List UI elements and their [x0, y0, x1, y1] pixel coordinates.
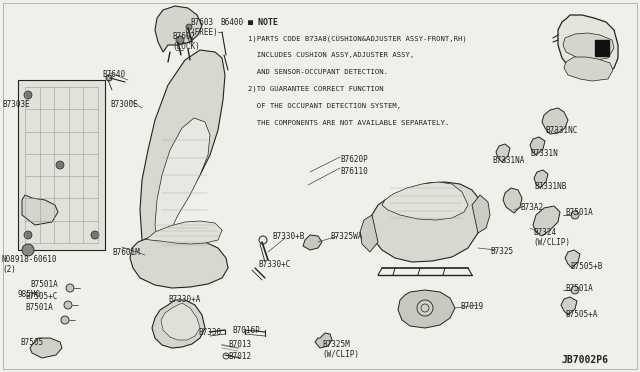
Polygon shape: [382, 182, 468, 220]
Polygon shape: [30, 338, 62, 358]
Circle shape: [417, 300, 433, 316]
Polygon shape: [533, 206, 560, 236]
Text: B7331NC: B7331NC: [545, 126, 577, 135]
Text: B7505: B7505: [20, 338, 43, 347]
Polygon shape: [561, 297, 577, 315]
Bar: [595, 40, 609, 56]
Polygon shape: [18, 80, 105, 250]
Text: B7501A: B7501A: [565, 208, 593, 217]
Text: B7501A: B7501A: [30, 280, 58, 289]
Polygon shape: [503, 188, 522, 213]
Polygon shape: [303, 235, 322, 250]
Text: JB7002P6: JB7002P6: [562, 355, 609, 365]
Polygon shape: [542, 108, 568, 134]
Text: B73A2: B73A2: [520, 203, 543, 212]
Text: B7012: B7012: [228, 352, 251, 361]
Text: B7019: B7019: [460, 302, 483, 311]
Text: B76110: B76110: [340, 167, 368, 176]
Polygon shape: [161, 303, 200, 340]
Text: OF THE OCCUPANT DETECTION SYSTEM,: OF THE OCCUPANT DETECTION SYSTEM,: [248, 103, 401, 109]
Circle shape: [571, 211, 579, 219]
Text: B7603
(FREE): B7603 (FREE): [190, 18, 218, 38]
Text: N08918-60610
(2): N08918-60610 (2): [2, 255, 58, 275]
Text: B7601M: B7601M: [112, 248, 140, 257]
Polygon shape: [472, 195, 490, 233]
Circle shape: [66, 284, 74, 292]
Polygon shape: [140, 50, 225, 270]
Circle shape: [106, 75, 112, 81]
Circle shape: [91, 231, 99, 239]
Text: B7620P: B7620P: [340, 155, 368, 164]
Polygon shape: [534, 170, 548, 188]
Circle shape: [571, 286, 579, 294]
Text: B7330+B: B7330+B: [272, 232, 305, 241]
Text: B7505+C: B7505+C: [25, 292, 58, 301]
Circle shape: [56, 161, 64, 169]
Polygon shape: [152, 300, 205, 348]
Polygon shape: [563, 33, 614, 61]
Circle shape: [24, 91, 32, 99]
Text: B7330+C: B7330+C: [258, 260, 291, 269]
Text: B7330: B7330: [198, 328, 221, 337]
Polygon shape: [145, 221, 222, 244]
Text: INCLUDES CUSHION ASSY,ADJUSTER ASSY,: INCLUDES CUSHION ASSY,ADJUSTER ASSY,: [248, 52, 414, 58]
Polygon shape: [130, 238, 228, 288]
Polygon shape: [530, 137, 545, 155]
Text: B7505+B: B7505+B: [570, 262, 602, 271]
Text: B7602
(LOCK): B7602 (LOCK): [172, 32, 200, 51]
Circle shape: [24, 231, 32, 239]
Text: 2)TO GUARANTEE CORRECT FUNCTION: 2)TO GUARANTEE CORRECT FUNCTION: [248, 86, 383, 93]
Text: B7505+A: B7505+A: [565, 310, 597, 319]
Polygon shape: [22, 195, 58, 225]
Text: AND SENSOR-OCCUPANT DETECTION.: AND SENSOR-OCCUPANT DETECTION.: [248, 69, 388, 75]
Polygon shape: [398, 290, 455, 328]
Text: B7303E: B7303E: [2, 100, 29, 109]
Text: THE COMPONENTS ARE NOT AVAILABLE SEPARATELY.: THE COMPONENTS ARE NOT AVAILABLE SEPARAT…: [248, 120, 449, 126]
Text: 985H0: 985H0: [18, 290, 41, 299]
Text: B7331N: B7331N: [530, 149, 557, 158]
Circle shape: [64, 301, 72, 309]
Text: B7501A: B7501A: [25, 303, 52, 312]
Circle shape: [176, 36, 184, 44]
Text: B7016P: B7016P: [232, 326, 260, 335]
Circle shape: [61, 316, 69, 324]
Text: B7330+A: B7330+A: [168, 295, 200, 304]
Text: B7013: B7013: [228, 340, 251, 349]
Text: B7325: B7325: [490, 247, 513, 256]
Circle shape: [138, 258, 158, 278]
Text: B7325M
(W/CLIP): B7325M (W/CLIP): [322, 340, 359, 359]
Polygon shape: [558, 15, 618, 76]
Text: B7501A: B7501A: [565, 284, 593, 293]
Polygon shape: [496, 144, 510, 162]
Polygon shape: [155, 118, 210, 260]
Text: B7325WA: B7325WA: [330, 232, 362, 241]
Text: B6400: B6400: [220, 18, 243, 27]
Circle shape: [22, 244, 34, 256]
Polygon shape: [564, 57, 613, 81]
Text: B7331NA: B7331NA: [492, 156, 524, 165]
Polygon shape: [155, 6, 202, 52]
Polygon shape: [370, 182, 482, 262]
Text: ■ NOTE: ■ NOTE: [248, 18, 278, 27]
Polygon shape: [360, 215, 378, 252]
Polygon shape: [315, 333, 332, 348]
Polygon shape: [565, 250, 580, 268]
Text: B7300E: B7300E: [110, 100, 138, 109]
Text: 1)PARTS CODE B73A8(CUSHION&ADJUSTER ASSY-FRONT,RH): 1)PARTS CODE B73A8(CUSHION&ADJUSTER ASSY…: [248, 35, 467, 42]
Circle shape: [186, 24, 192, 30]
Text: B7324
(W/CLIP): B7324 (W/CLIP): [533, 228, 570, 247]
Text: B7640: B7640: [102, 70, 125, 79]
Text: B7331NB: B7331NB: [534, 182, 566, 191]
